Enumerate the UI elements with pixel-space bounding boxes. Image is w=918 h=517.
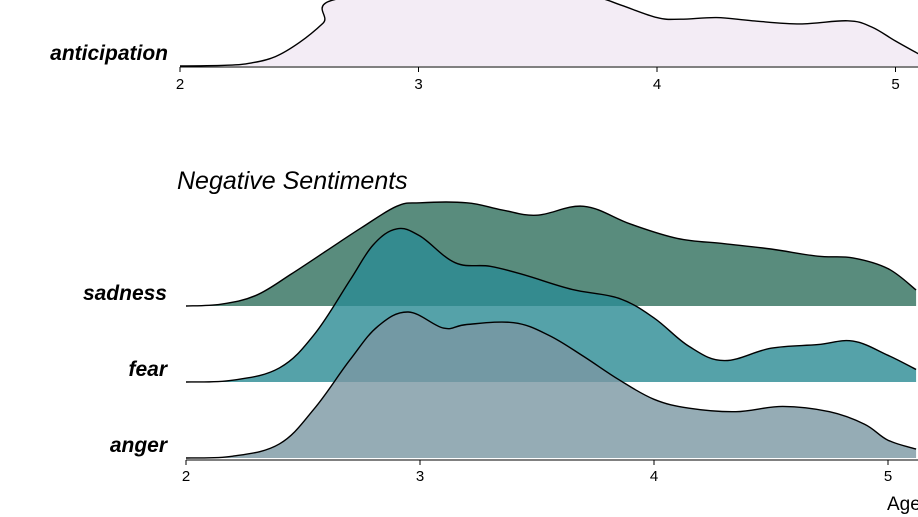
x-tick-label: 5 [884,468,892,485]
x-tick-label: 3 [414,76,422,93]
ridge-label-sadness: sadness [83,282,167,305]
x-tick-label: 2 [176,76,184,93]
x-tick-label: 4 [650,468,658,485]
x-tick-label: 3 [416,468,424,485]
x-tick-label: 5 [891,76,899,93]
panel-title: Negative Sentiments [177,167,408,195]
x-tick-label: 4 [653,76,661,93]
x-tick-label: 2 [182,468,190,485]
ridge-area-anticipation [180,0,918,66]
panel-positive: anticipation 2 3 4 5 [50,0,918,93]
ridge-label-anticipation: anticipation [50,42,168,65]
panel-negative: Negative Sentiments sadness fear anger 2 3 4 5 A… [83,167,918,515]
ridge-label-anger: anger [110,434,169,457]
ridge-label-fear: fear [128,358,168,381]
x-axis-title: Age [887,494,918,515]
